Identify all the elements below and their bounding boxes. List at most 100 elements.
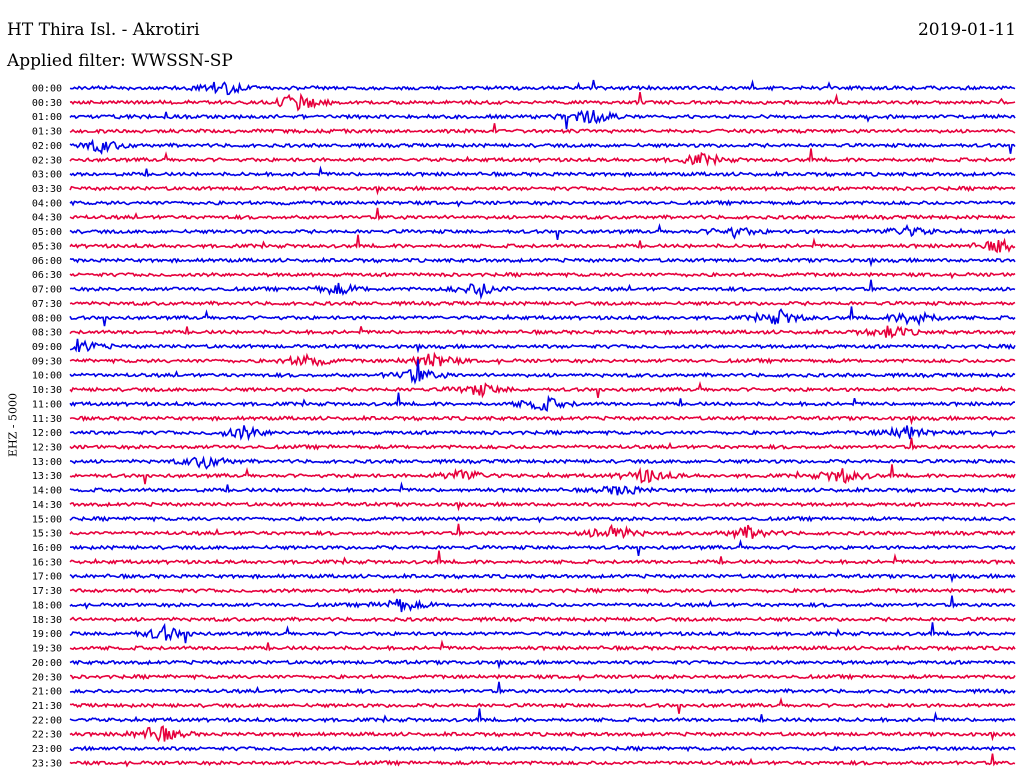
row-label: 12:00 (32, 428, 62, 439)
trace-row (69, 464, 1016, 485)
trace-row (69, 300, 1016, 307)
trace-row (69, 572, 1016, 584)
trace-row (69, 523, 1016, 541)
trace-row (69, 109, 1016, 130)
row-label: 04:30 (32, 213, 62, 224)
row-label: 11:00 (32, 399, 62, 410)
row-label: 19:00 (32, 629, 62, 640)
row-labels: 00:00 00:30 01:00 01:30 02:00 02:30 03:00 03:30… (32, 84, 62, 770)
trace-row (70, 538, 1016, 557)
trace-row (69, 725, 1016, 743)
trace-row (69, 681, 1016, 695)
trace-row (69, 207, 1016, 221)
trace-row (69, 338, 1016, 354)
row-label: 06:30 (32, 270, 62, 281)
row-label: 14:30 (32, 500, 62, 511)
trace-row (69, 455, 1016, 470)
trace-row (69, 199, 1016, 208)
trace-row (69, 673, 1016, 682)
trace-row (69, 380, 1016, 399)
row-label: 22:30 (32, 730, 62, 741)
trace-row (69, 79, 1016, 96)
trace-row (69, 325, 1016, 340)
row-label: 02:00 (32, 141, 62, 152)
trace-row (69, 515, 1016, 524)
row-label: 05:30 (32, 241, 62, 252)
filter-label: Applied filter: WWSSN-SP (7, 51, 233, 71)
row-label: 15:30 (32, 529, 62, 540)
row-label: 21:30 (32, 701, 62, 712)
trace-row (69, 501, 1016, 512)
trace-row (69, 708, 1016, 724)
trace-row (69, 165, 1016, 178)
row-label: 20:30 (32, 672, 62, 683)
trace-row (69, 91, 1016, 112)
row-label: 23:00 (32, 744, 62, 755)
row-label: 18:00 (32, 600, 62, 611)
trace-row (69, 392, 1016, 412)
trace-row (69, 279, 1016, 301)
row-label: 01:00 (32, 112, 62, 123)
row-label: 18:30 (32, 615, 62, 626)
row-label: 06:00 (32, 256, 62, 267)
row-label: 01:30 (32, 127, 62, 138)
row-label: 10:30 (32, 385, 62, 396)
trace-row (69, 753, 1016, 768)
row-label: 07:00 (32, 285, 62, 296)
trace-row (69, 351, 1016, 368)
row-label: 04:00 (32, 198, 62, 209)
trace-row (69, 414, 1016, 426)
trace-row (69, 148, 1016, 167)
row-label: 16:30 (32, 557, 62, 568)
trace-row (69, 481, 1016, 496)
trace-row (69, 359, 1016, 385)
trace-row (69, 622, 1016, 644)
row-label: 17:30 (32, 586, 62, 597)
row-label: 14:00 (32, 486, 62, 497)
trace-row (69, 425, 1016, 442)
trace-row (69, 222, 1016, 241)
trace-row (69, 659, 1016, 670)
row-label: 13:00 (32, 457, 62, 468)
row-label: 12:30 (32, 443, 62, 454)
trace-row (69, 234, 1016, 254)
trace-row (69, 185, 1016, 196)
row-label: 17:00 (32, 572, 62, 583)
row-label: 13:30 (32, 471, 62, 482)
row-label: 23:30 (32, 758, 62, 769)
row-label: 22:00 (32, 715, 62, 726)
row-label: 19:30 (32, 644, 62, 655)
seismic-traces (69, 79, 1016, 768)
row-label: 21:00 (32, 687, 62, 698)
date-label: 2019-01-11 (917, 20, 1016, 40)
trace-row (69, 550, 1016, 566)
row-label: 02:30 (32, 155, 62, 166)
row-label: 08:00 (32, 313, 62, 324)
trace-row (69, 138, 1016, 156)
row-label: 03:30 (32, 184, 62, 195)
row-label: 05:00 (32, 227, 62, 238)
row-label: 15:00 (32, 514, 62, 525)
trace-row (69, 595, 1016, 613)
trace-row (69, 256, 1016, 268)
row-label: 09:00 (32, 342, 62, 353)
station-title: HT Thira Isl. - Akrotiri (7, 20, 200, 40)
trace-row (69, 745, 1016, 753)
row-label: 03:00 (32, 170, 62, 181)
trace-row (69, 696, 1016, 714)
row-label: 09:30 (32, 356, 62, 367)
trace-row (69, 123, 1016, 135)
trace-row (69, 437, 1016, 451)
trace-row (69, 271, 1016, 280)
row-label: 07:30 (32, 299, 62, 310)
trace-row (69, 639, 1016, 652)
row-label: 11:30 (32, 414, 62, 425)
row-label: 00:00 (32, 84, 62, 95)
row-label: 00:30 (32, 98, 62, 109)
row-label: 16:00 (32, 543, 62, 554)
trace-row (69, 616, 1016, 623)
row-label: 10:00 (32, 371, 62, 382)
row-label: 20:00 (32, 658, 62, 669)
row-label: 08:30 (32, 328, 62, 339)
